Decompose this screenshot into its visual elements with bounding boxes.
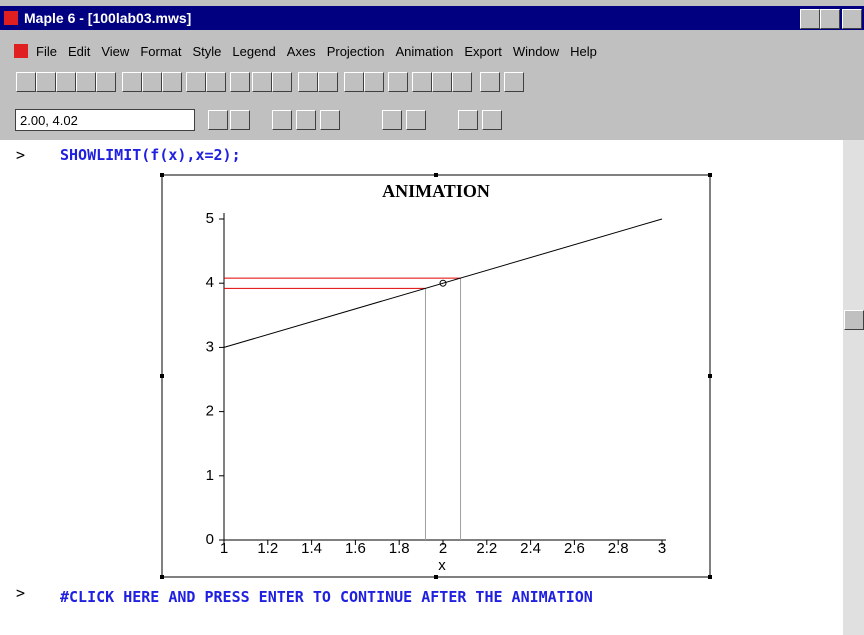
x-tick-label: 1.8 (389, 540, 410, 557)
x-axis-label: x (438, 557, 446, 574)
x-tick-label: 2 (439, 540, 447, 557)
x-tick-label: 1.4 (301, 540, 322, 557)
y-tick-label: 3 (206, 338, 214, 355)
x-tick-label: 2.4 (520, 540, 541, 557)
plot: ANIMATION x 01234511.21.41.61.822.22.42.… (0, 0, 864, 635)
x-tick-label: 2.8 (608, 540, 629, 557)
y-tick-label: 2 (206, 403, 214, 420)
x-tick-label: 3 (658, 540, 666, 557)
resize-handle (160, 173, 164, 177)
resize-handle (708, 575, 712, 579)
y-tick-label: 0 (206, 531, 214, 548)
y-tick-label: 4 (206, 274, 214, 291)
maple-window: Maple 6 - [100lab03.mws] FileEditViewFor… (0, 0, 864, 635)
y-tick-label: 1 (206, 467, 214, 484)
x-tick-label: 1.6 (345, 540, 366, 557)
resize-handle (434, 173, 438, 177)
x-tick-label: 1.2 (257, 540, 278, 557)
resize-handle (708, 374, 712, 378)
x-tick-label: 1 (220, 540, 228, 557)
plot-frame[interactable] (162, 175, 710, 577)
resize-handle (708, 173, 712, 177)
chart-title: ANIMATION (382, 181, 490, 201)
resize-handle (160, 575, 164, 579)
y-tick-label: 5 (206, 210, 214, 227)
x-tick-label: 2.6 (564, 540, 585, 557)
resize-handle (160, 374, 164, 378)
x-tick-label: 2.2 (476, 540, 497, 557)
resize-handle (434, 575, 438, 579)
